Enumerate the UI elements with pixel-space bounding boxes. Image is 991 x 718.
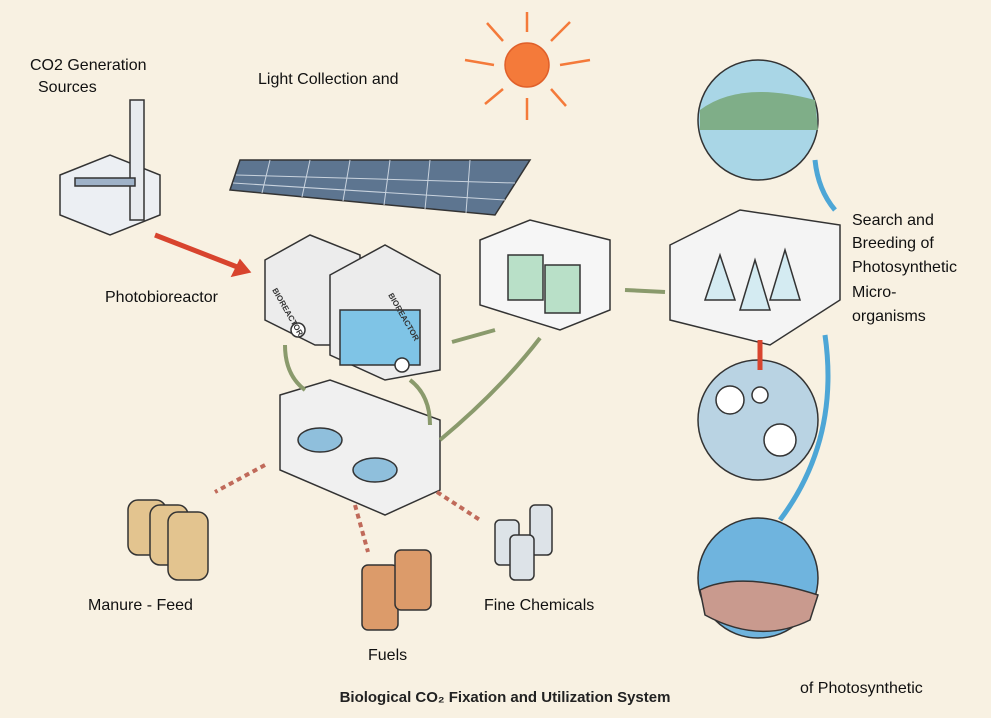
label: Light Collection and	[258, 71, 399, 88]
diagram: BIOREACTOR BIOREACTOR CO2 Generation Sou…	[0, 0, 991, 718]
label: of Photosynthetic	[800, 680, 923, 697]
label: organisms	[852, 308, 926, 325]
label: Sources	[38, 79, 97, 96]
label: Breeding of	[852, 235, 934, 252]
title: Biological CO₂ Fixation and Utilization …	[340, 689, 671, 706]
label: Search and	[852, 212, 934, 229]
label: Micro-	[852, 284, 896, 301]
label: Fuels	[368, 647, 407, 664]
label: Fine Chemicals	[484, 597, 594, 614]
label: Photobioreactor	[105, 289, 219, 306]
label: Manure - Feed	[88, 597, 193, 614]
label: CO2 Generation	[30, 57, 147, 74]
label: Photosynthetic	[852, 259, 957, 276]
